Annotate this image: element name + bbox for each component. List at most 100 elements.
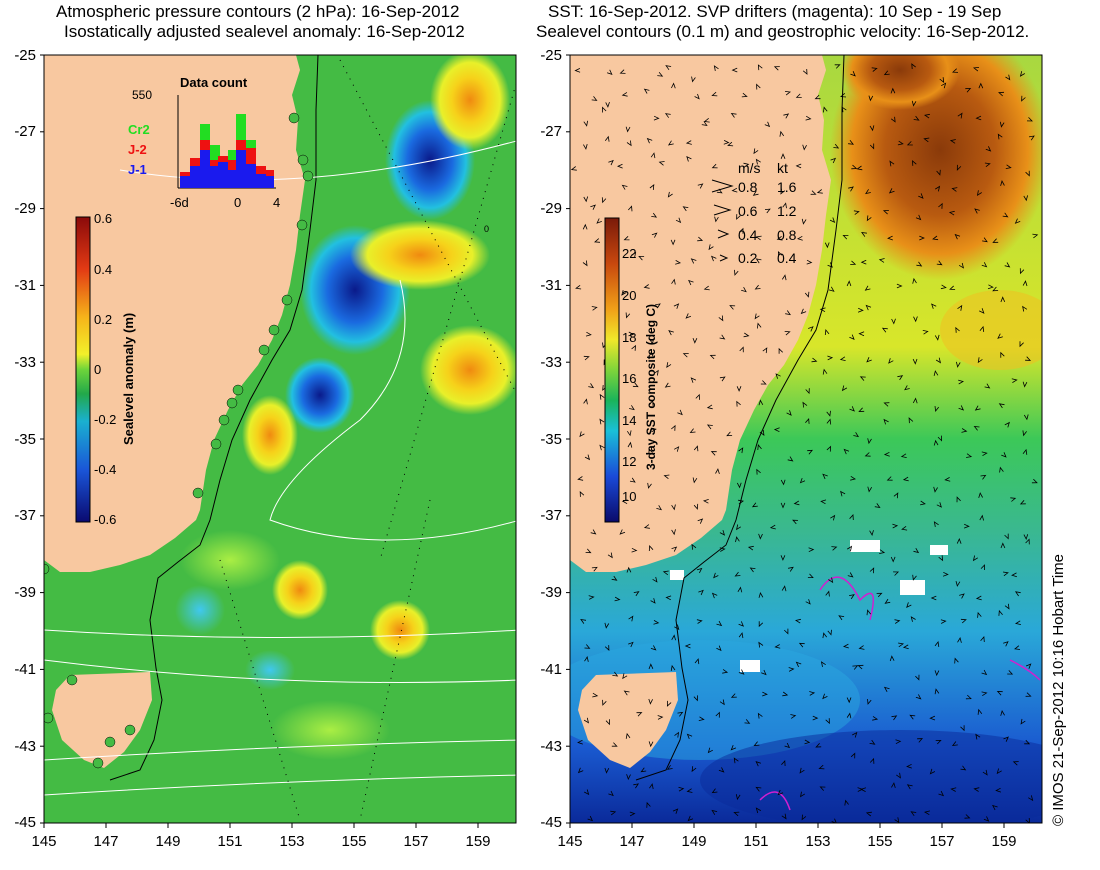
velocity-arrow — [848, 186, 854, 192]
velocity-arrow — [802, 144, 807, 151]
left-x-tick: 159 — [465, 833, 491, 850]
velocity-arrow — [608, 790, 614, 797]
velocity-arrow — [978, 82, 984, 89]
velocity-arrow — [580, 618, 587, 624]
left-y-tick: -41 — [14, 661, 36, 678]
velocity-arrow — [752, 190, 759, 196]
velocity-arrow — [869, 143, 875, 150]
velocity-arrow — [1000, 296, 1006, 303]
velocity-arrow — [664, 382, 671, 388]
velocity-arrow — [738, 499, 745, 505]
velocity-arrow — [979, 308, 985, 314]
velocity-arrow — [864, 452, 871, 457]
velocity-arrow — [781, 813, 787, 820]
velocity-arrow — [1014, 645, 1021, 650]
velocity-arrow — [584, 644, 591, 649]
velocity-arrow — [781, 585, 787, 592]
velocity-arrow — [900, 453, 907, 458]
velocity-arrow — [890, 116, 896, 123]
velocity-arrow — [781, 274, 787, 281]
velocity-arrow — [640, 767, 647, 773]
velocity-arrow — [757, 712, 763, 719]
left-x-tick: 145 — [31, 833, 57, 850]
velocity-arrow — [951, 187, 958, 192]
velocity-arrow — [1004, 262, 1011, 268]
velocity-arrow — [804, 291, 810, 298]
velocity-arrow — [643, 88, 650, 94]
velocity-arrow — [823, 106, 828, 113]
inset-x-tick: 4 — [273, 195, 281, 210]
velocity-arrow — [933, 370, 939, 376]
velocity-arrow — [915, 214, 922, 221]
velocity-arrow — [1023, 195, 1028, 202]
velocity-arrow — [1025, 170, 1030, 177]
left-x-tick: 153 — [279, 833, 305, 850]
velocity-arrow — [734, 269, 739, 276]
velocity-arrow — [974, 208, 980, 214]
velocity-arrow — [935, 357, 942, 364]
velocity-arrow — [623, 690, 630, 696]
velocity-arrow — [667, 140, 674, 146]
velocity-arrow — [910, 811, 917, 817]
velocity-arrow — [775, 373, 781, 379]
velocity-arrow — [628, 641, 634, 648]
velocity-arrow — [906, 784, 913, 790]
velocity-arrow — [783, 113, 790, 119]
velocity-arrow — [774, 644, 781, 649]
axis-ticks — [40, 54, 1005, 828]
velocity-arrow — [648, 545, 654, 552]
velocity-arrow — [819, 786, 826, 791]
velocity-arrow — [846, 697, 852, 704]
velocity-arrow — [755, 158, 761, 165]
sst-colorbar-tick: 18 — [622, 330, 637, 345]
velocity-arrow — [625, 312, 631, 319]
right-x-tick: 157 — [929, 833, 955, 850]
velocity-arrow — [710, 451, 717, 456]
pressure-contour — [44, 739, 516, 761]
velocity-arrow — [933, 486, 938, 493]
anomaly-patch-1 — [270, 700, 390, 760]
velocity-arrow — [824, 329, 830, 336]
velocity-arrow — [769, 524, 776, 530]
velocity-arrow — [701, 121, 708, 126]
anomaly-patch-3 — [245, 650, 295, 690]
velocity-arrow — [937, 435, 942, 442]
velocity-arrow — [602, 106, 607, 113]
velocity-arrow — [656, 505, 663, 511]
velocity-arrow — [723, 140, 730, 145]
velocity-arrow — [591, 96, 598, 101]
velocity-arrow — [633, 591, 640, 597]
inset-x-tick: 0 — [234, 195, 242, 210]
velocity-arrow — [610, 810, 617, 816]
velocity-arrow — [911, 100, 917, 107]
velocity-arrow — [1019, 341, 1024, 348]
velocity-arrow — [611, 575, 618, 581]
velocity-arrow — [849, 594, 855, 600]
velocity-arrow — [825, 718, 830, 725]
velocity-arrow — [944, 477, 951, 482]
velocity-arrow — [583, 355, 590, 361]
velocity-arrow — [696, 567, 703, 574]
velocity-arrow — [850, 71, 856, 77]
velocity-arrow — [629, 477, 636, 483]
velocity-arrow — [792, 519, 799, 525]
velocity-arrow — [776, 235, 783, 241]
velocity-arrow — [778, 347, 783, 354]
velocity-arrow — [695, 393, 700, 400]
contour-label: 0 — [484, 224, 490, 234]
velocity-arrow — [818, 764, 825, 770]
velocity-arrow — [590, 529, 597, 535]
velocity-arrow — [739, 227, 744, 234]
velocity-arrow — [955, 326, 960, 333]
velocity-arrow — [588, 383, 595, 389]
ssh-colorbar-label: Sealevel anomaly (m) — [121, 312, 136, 445]
velocity-arrow — [757, 444, 762, 451]
velocity-arrow — [643, 284, 650, 289]
velocity-arrow — [711, 163, 718, 169]
velocity-arrow — [584, 789, 590, 796]
ssh-colorbar — [75, 216, 91, 523]
velocity-arrow — [788, 566, 794, 572]
velocity-arrow — [693, 503, 699, 510]
velocity-arrow — [733, 757, 739, 764]
inset-max-label: 550 — [132, 88, 153, 102]
